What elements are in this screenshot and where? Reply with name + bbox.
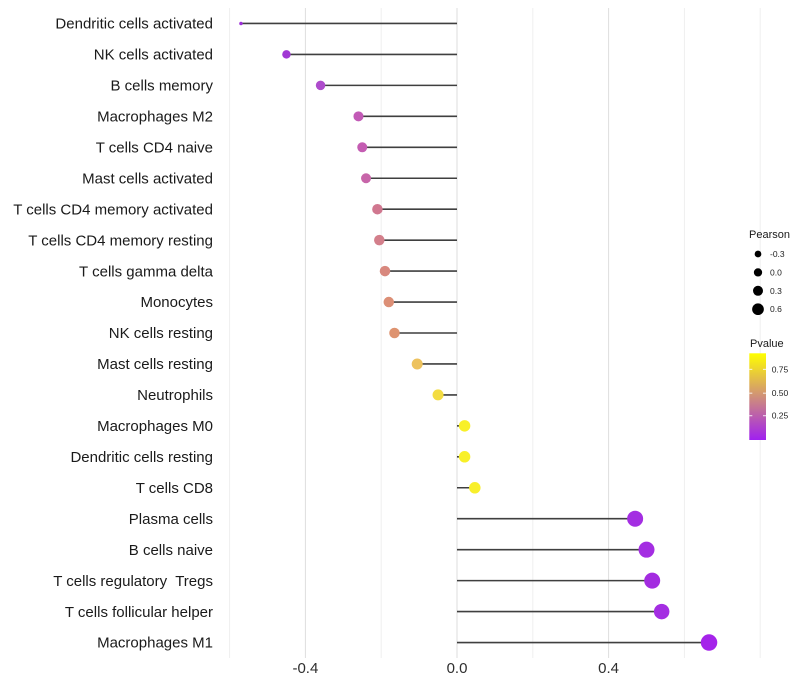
- y-axis-label: NK cells activated: [94, 47, 213, 64]
- y-axis-label: Mast cells activated: [82, 170, 213, 187]
- data-point: [357, 142, 368, 153]
- colorbar-tick-label: 0.75: [772, 364, 789, 374]
- data-point: [432, 389, 444, 401]
- data-point: [627, 510, 644, 527]
- pearson-legend-title: Pearson: [749, 229, 790, 241]
- y-axis-label: T cells CD4 naive: [96, 139, 213, 156]
- pvalue-color-legend: Pvalue 0.75 0.50 0.25: [749, 338, 789, 440]
- data-point: [638, 541, 655, 558]
- pearson-size-legend: Pearson -0.3 0.0 0.3 0.6: [749, 229, 790, 316]
- y-axis-label: Mast cells resting: [97, 356, 213, 373]
- y-axis-label: Macrophages M0: [97, 418, 213, 435]
- data-point: [372, 203, 383, 215]
- data-point: [282, 50, 291, 59]
- y-axis-label: T cells regulatory Tregs: [53, 573, 213, 590]
- size-legend-label: 0.6: [770, 304, 782, 314]
- y-axis-label: T cells CD4 memory activated: [13, 201, 213, 218]
- y-axis-label: Monocytes: [140, 294, 213, 311]
- y-axis-label: T cells gamma delta: [79, 263, 214, 280]
- size-legend-label: 0.0: [770, 267, 782, 277]
- data-point: [239, 21, 243, 26]
- size-legend-dot: [754, 250, 762, 258]
- data-point: [411, 358, 423, 370]
- data-point: [458, 420, 471, 432]
- y-axis-label: Neutrophils: [137, 387, 213, 404]
- y-axis-label: Plasma cells: [129, 511, 213, 528]
- y-axis-label: T cells CD4 memory resting: [28, 232, 213, 249]
- y-axis-label: B cells naive: [129, 542, 213, 559]
- y-axis-label: T cells CD8: [136, 480, 213, 497]
- data-point: [353, 111, 364, 122]
- data-point: [389, 327, 400, 339]
- y-axis-label: T cells follicular helper: [65, 604, 213, 621]
- chart-rows: Dendritic cells activated NK cells activa…: [13, 16, 718, 652]
- colorbar-tick-label: 0.25: [772, 411, 789, 421]
- y-axis-label: Dendritic cells activated: [55, 16, 213, 33]
- x-axis-tick-label: 0.0: [447, 660, 468, 677]
- data-point: [644, 572, 661, 589]
- pvalue-colorbar: [749, 353, 766, 440]
- data-point: [700, 634, 718, 651]
- data-point: [383, 296, 395, 308]
- data-point: [469, 482, 481, 494]
- data-point: [379, 265, 391, 277]
- colorbar-tick-label: 0.50: [772, 388, 789, 398]
- y-axis-label: NK cells resting: [109, 325, 213, 342]
- size-legend-label: 0.3: [770, 286, 782, 296]
- y-axis-label: Dendritic cells resting: [70, 449, 213, 466]
- size-legend-dot: [752, 303, 764, 316]
- x-axis-tick-label: 0.4: [598, 660, 619, 677]
- size-legend-dot: [753, 268, 763, 277]
- y-axis-label: Macrophages M1: [97, 635, 213, 652]
- y-axis-label: Macrophages M2: [97, 109, 213, 126]
- x-axis-tick-label: -0.4: [292, 660, 318, 677]
- gridlines: [229, 8, 761, 658]
- size-legend-label: -0.3: [770, 249, 785, 259]
- size-legend-dot: [753, 285, 763, 296]
- data-point: [458, 451, 471, 463]
- data-point: [361, 173, 372, 184]
- x-axis-tick-labels: -0.4 0.0 0.4: [292, 660, 619, 677]
- data-point: [653, 603, 670, 620]
- data-point: [374, 234, 385, 246]
- y-axis-label: B cells memory: [110, 78, 213, 95]
- data-point: [315, 80, 326, 91]
- pvalue-legend-title: Pvalue: [750, 338, 784, 350]
